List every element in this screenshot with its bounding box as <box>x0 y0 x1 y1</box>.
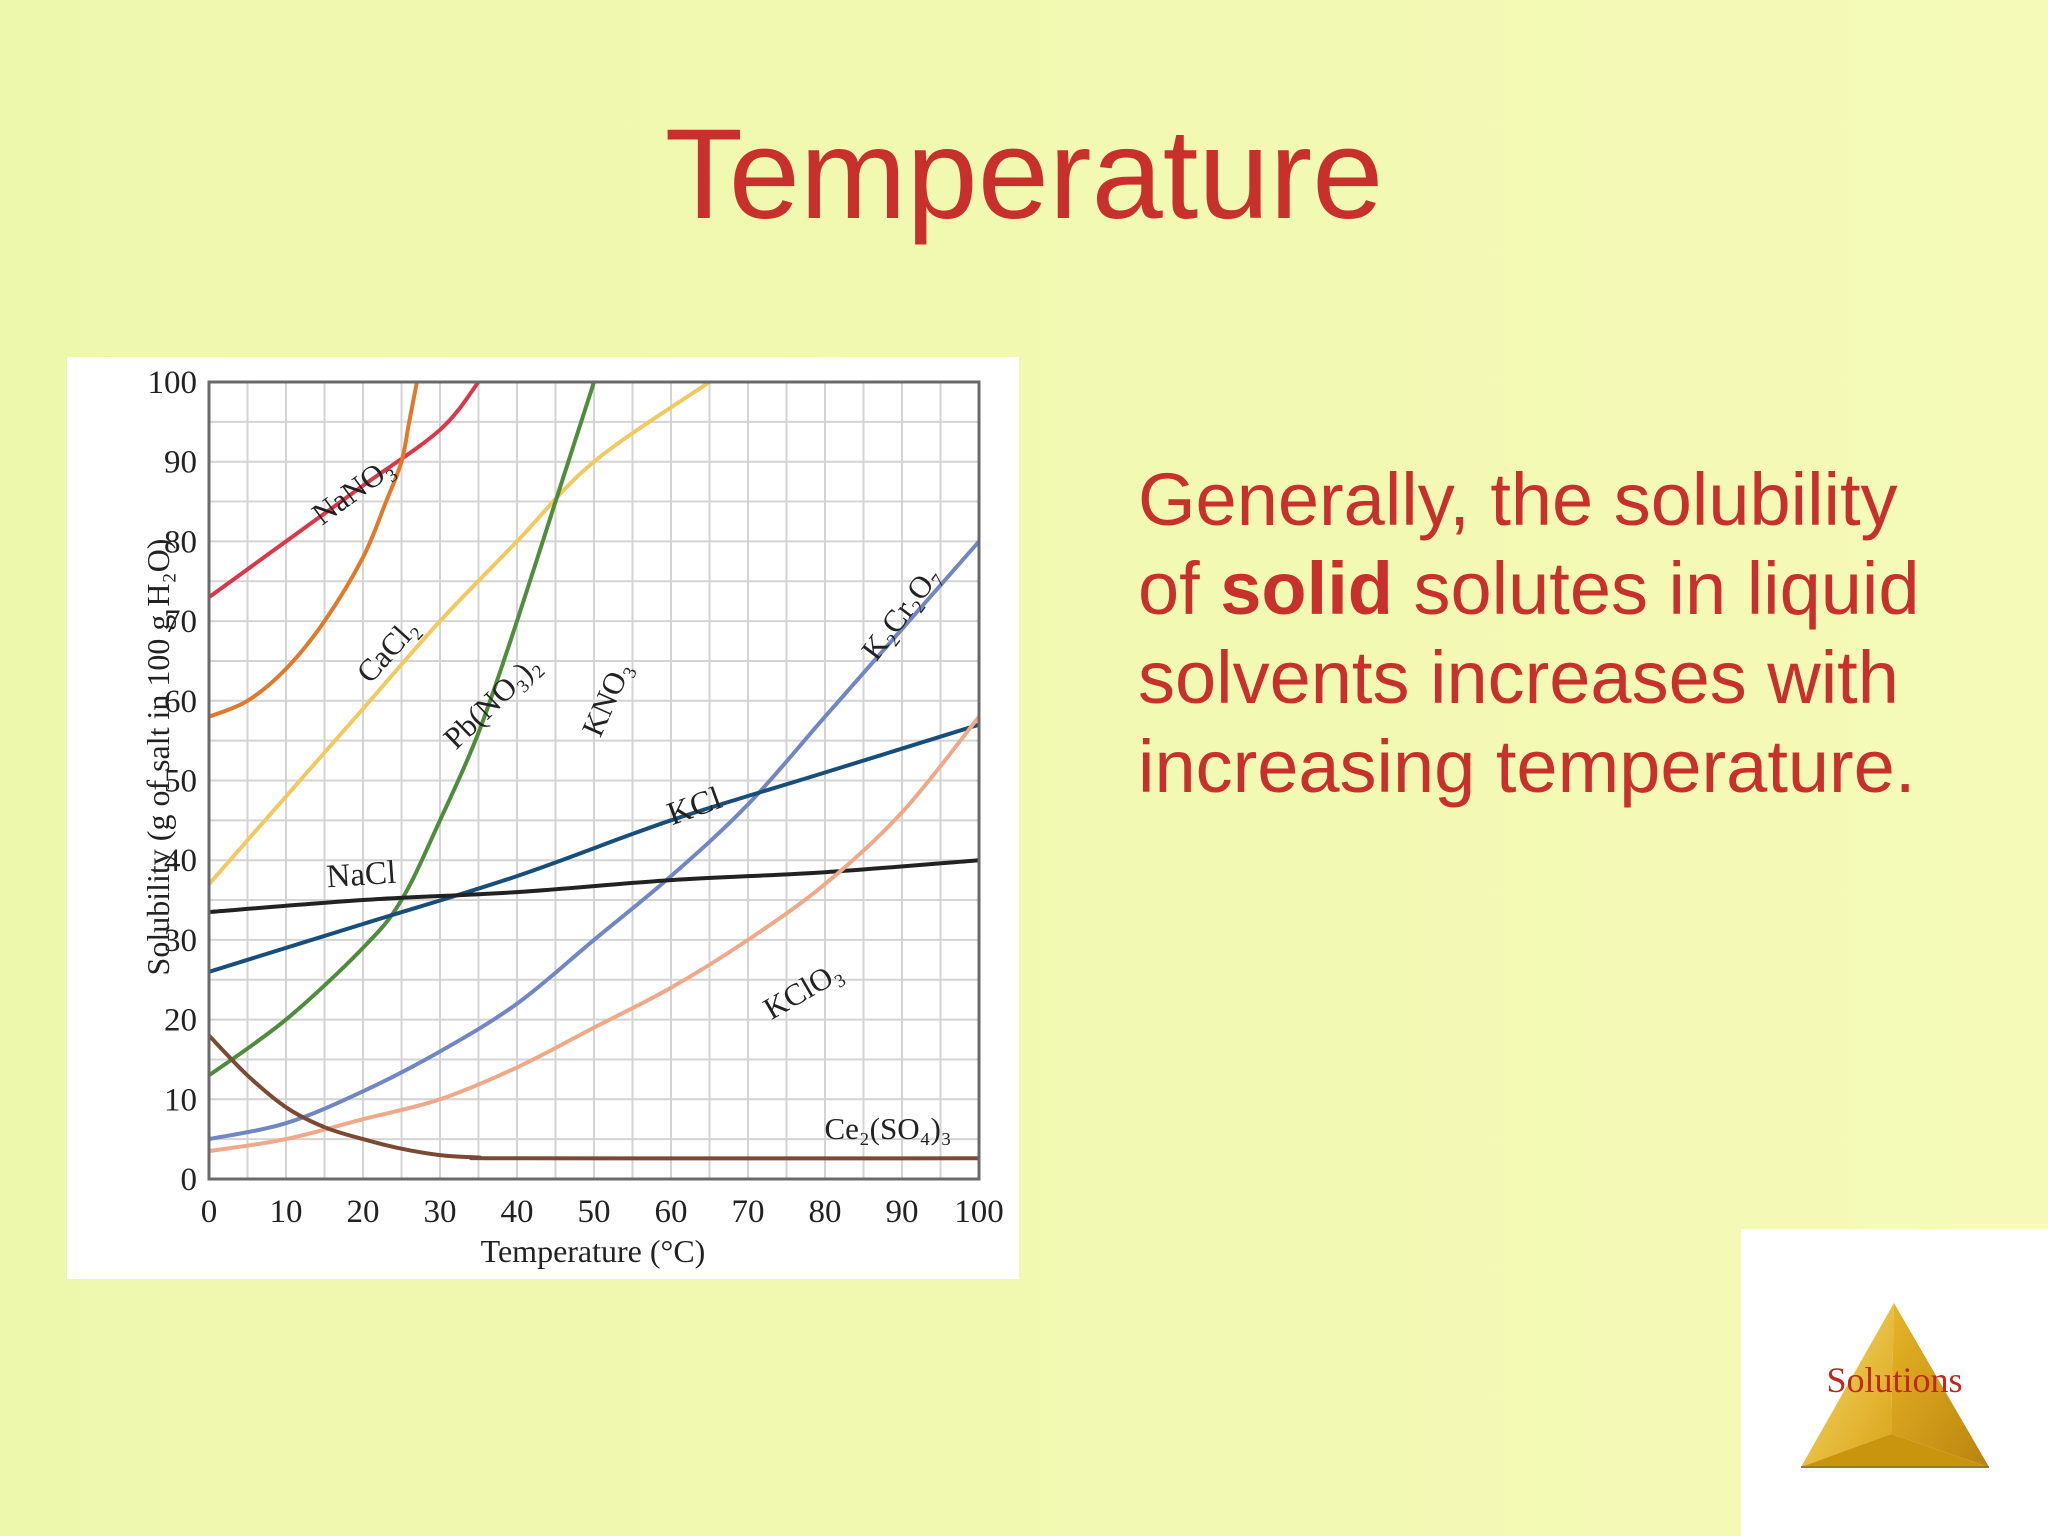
chart-series <box>209 382 979 1161</box>
y-tick-label: 10 <box>164 1082 197 1118</box>
chart-grid <box>209 382 979 1179</box>
x-tick-label: 20 <box>347 1194 380 1230</box>
series-line-8 <box>209 1033 979 1161</box>
x-tick-labels: 0 10 20 30 40 50 60 70 80 90 100 <box>201 1194 1004 1230</box>
series-line-5 <box>209 722 979 974</box>
body-text-part-1: Generally, the solubility of <box>1138 458 1898 630</box>
y-tick-label: 100 <box>148 365 198 401</box>
logo-label: Solutions <box>1826 1360 1963 1400</box>
series-label-kcl: KCl <box>663 780 727 833</box>
y-tick-label: 0 <box>181 1162 198 1198</box>
x-tick-label: 70 <box>732 1194 765 1230</box>
chart-svg: 0 10 20 30 40 50 60 70 80 90 100 0 10 20 30 40 50 60 70 80… <box>140 365 1004 1269</box>
solutions-logo: Solutions <box>1741 1229 2048 1536</box>
series-line-2 <box>209 382 712 887</box>
x-tick-label: 100 <box>954 1194 1004 1230</box>
x-tick-label: 30 <box>424 1194 457 1230</box>
y-tick-label: 80 <box>164 524 197 560</box>
series-label-kno3: KNO₃ <box>575 656 639 741</box>
series-label-k2cr2o7: K₂Cr₂O₇ <box>854 559 947 666</box>
body-text-part-2: solutes in liquid solvents increases wit… <box>1138 547 1920 808</box>
y-tick-label: 20 <box>164 1003 197 1039</box>
slide-title: Temperature <box>664 103 1384 246</box>
x-tick-label: 0 <box>201 1194 218 1230</box>
series-label-ce2so43: Ce₂(SO₄)₃ <box>824 1111 951 1146</box>
series-label-kclo3: KClO₃ <box>757 954 848 1027</box>
body-text: Generally, the solubility of solid solut… <box>1138 455 1958 811</box>
x-tick-label: 40 <box>501 1194 534 1230</box>
y-tick-label: 90 <box>164 445 197 481</box>
y-tick-labels: 0 10 20 30 40 50 60 70 80 90 100 <box>148 365 198 1198</box>
y-tick-label: 50 <box>164 764 197 800</box>
series-line-0 <box>209 382 481 600</box>
pyramid-icon <box>1801 1303 1989 1468</box>
x-tick-label: 50 <box>578 1194 611 1230</box>
y-tick-label: 70 <box>164 604 197 640</box>
x-tick-label: 10 <box>270 1194 303 1230</box>
series-line-1 <box>209 382 419 719</box>
series-label-nacl: NaCl <box>325 855 397 896</box>
plot-frame <box>207 380 981 1181</box>
y-tick-label: 40 <box>164 843 197 879</box>
y-axis-label: Solubility (g of salt in 100 g H₂O) <box>140 539 176 976</box>
body-text-bold: solid <box>1220 547 1393 630</box>
series-line-4 <box>209 539 979 1142</box>
x-tick-label: 90 <box>886 1194 919 1230</box>
y-tick-label: 60 <box>164 684 197 720</box>
y-tick-label: 30 <box>164 923 197 959</box>
x-tick-label: 80 <box>809 1194 842 1230</box>
series-line-7 <box>209 714 979 1154</box>
x-tick-label: 60 <box>655 1194 688 1230</box>
solubility-chart: 0 10 20 30 40 50 60 70 80 90 100 0 10 20 30 40 50 60 70 80… <box>67 357 1019 1279</box>
series-line-3 <box>209 382 596 1078</box>
x-axis-label: Temperature (°C) <box>481 1233 706 1269</box>
